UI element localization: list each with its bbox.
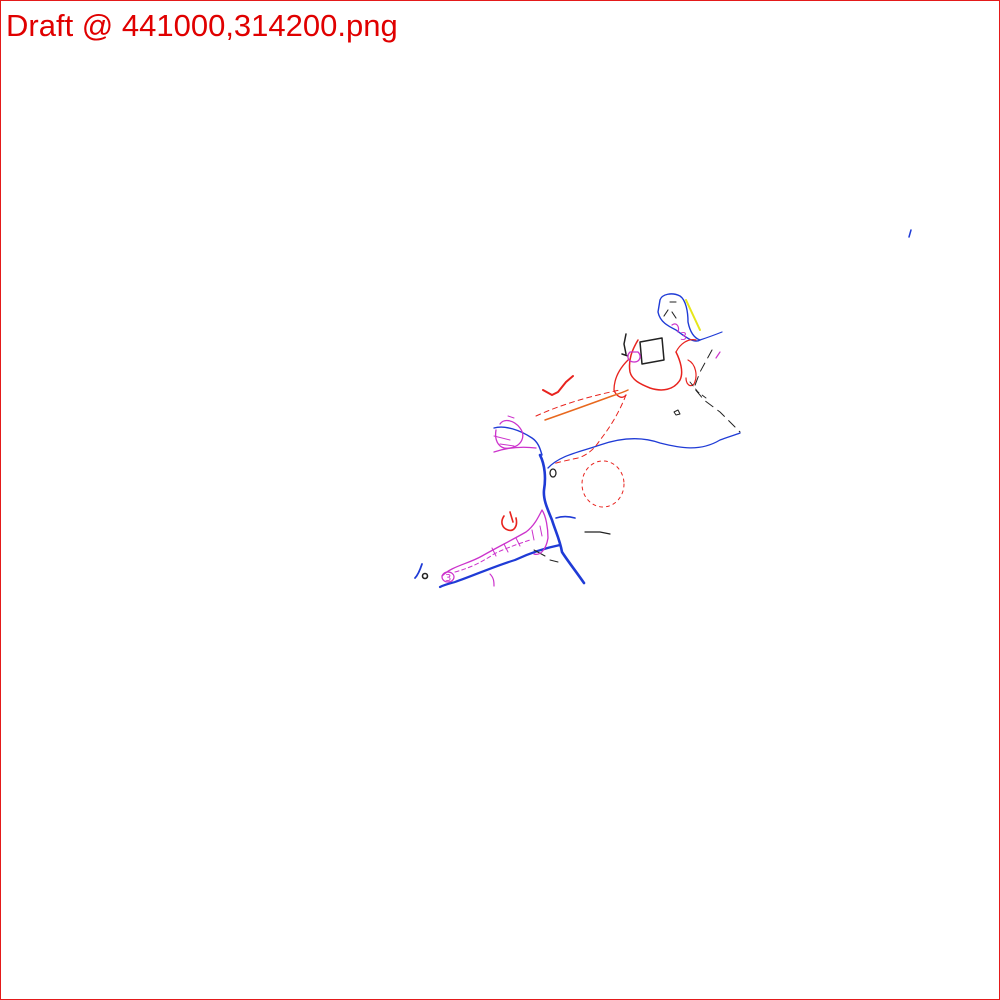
black-dash-lower	[533, 549, 559, 563]
magenta-long-outline	[441, 509, 549, 577]
page-title: Draft @ 441000,314200.png	[6, 8, 398, 43]
red-outline-upper	[628, 339, 683, 391]
red-squiggle	[542, 375, 574, 396]
magenta-oval	[441, 571, 455, 583]
black-dashed-line-2	[689, 381, 707, 399]
black-small-mark	[673, 409, 681, 416]
magenta-hatching	[491, 525, 543, 557]
magenta-label-3-upper: 3	[680, 330, 687, 343]
black-box	[639, 337, 665, 365]
magenta-blob-top	[627, 351, 641, 363]
black-dot	[421, 572, 429, 580]
black-detail-1	[663, 301, 677, 319]
blue-stream	[538, 453, 586, 585]
red-u-shape	[501, 511, 518, 532]
red-dash-line	[551, 394, 627, 465]
magenta-hook	[489, 573, 495, 587]
black-dashed-line	[693, 349, 741, 433]
red-outline-upper-2	[675, 339, 697, 353]
black-bracket	[621, 333, 629, 357]
blue-stream-branch-upper	[555, 515, 576, 519]
blue-upper-line	[699, 331, 723, 341]
magenta-label-3-lower: 3	[445, 573, 451, 584]
blue-small-left	[414, 563, 423, 579]
blue-upper-left-curve	[493, 426, 543, 456]
magenta-small-bracket	[671, 323, 721, 359]
blue-enclosure	[657, 293, 701, 342]
black-oval-mark	[549, 468, 557, 478]
magenta-line-left	[493, 446, 537, 453]
magenta-long-outline-2	[454, 539, 531, 573]
red-dotted-circle	[581, 460, 625, 508]
blue-tick	[908, 229, 912, 238]
red-small-blob	[685, 359, 697, 387]
magenta-lines-left	[493, 415, 515, 447]
red-curve-left	[613, 359, 629, 398]
orange-line	[544, 389, 629, 421]
yellow-line	[685, 299, 701, 331]
magenta-loop-left	[494, 419, 524, 449]
blue-boundary-line	[547, 432, 741, 469]
black-line-lower	[584, 531, 611, 535]
